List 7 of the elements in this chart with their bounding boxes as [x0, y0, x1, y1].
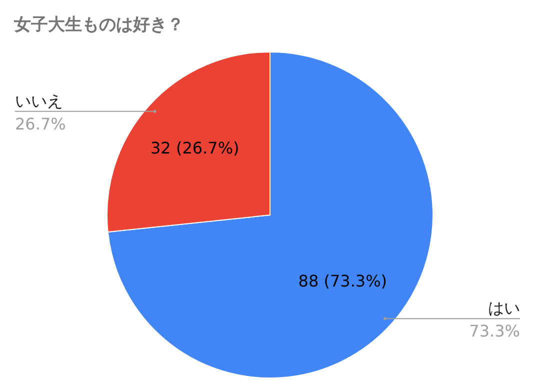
chart-title: 女子大生ものは好き？ — [13, 15, 184, 35]
text: 73.3% — [469, 322, 520, 341]
slice-label: いいえ — [15, 91, 63, 110]
text: 26.7% — [15, 114, 66, 134]
slice-label: はい — [488, 298, 520, 318]
data-label: 32 (26.7%) — [150, 138, 240, 158]
data-label: 88 (73.3%) — [298, 271, 388, 290]
